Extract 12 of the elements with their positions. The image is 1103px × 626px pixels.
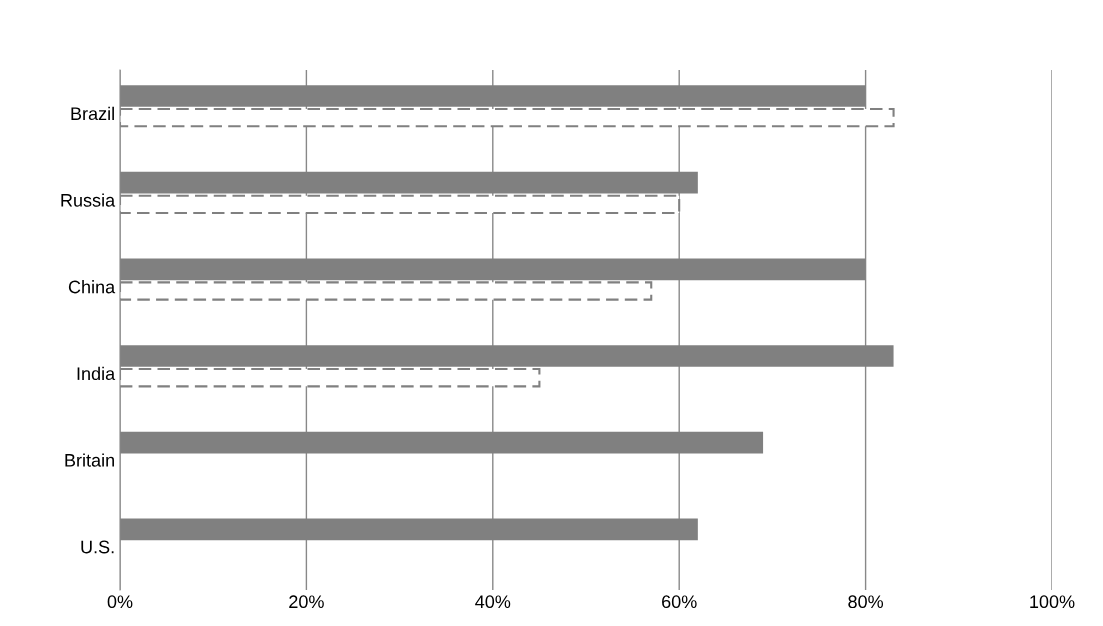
x-tick-label: 20% <box>289 595 324 609</box>
y-tick-label: U.S. <box>81 540 114 554</box>
y-tick-label: Brazil <box>71 106 114 121</box>
y-tick-label: Russia <box>61 193 116 207</box>
x-tick-label: 60% <box>662 595 697 609</box>
y-tick-label: India <box>77 366 116 381</box>
x-tick-label: 80% <box>848 595 884 609</box>
x-tick-label: 0% <box>107 595 133 609</box>
x-tick-label: 100% <box>1030 595 1075 609</box>
x-tick-label: 40% <box>475 595 511 609</box>
y-tick-label: Britain <box>65 453 114 467</box>
y-tick-label: China <box>68 280 116 294</box>
